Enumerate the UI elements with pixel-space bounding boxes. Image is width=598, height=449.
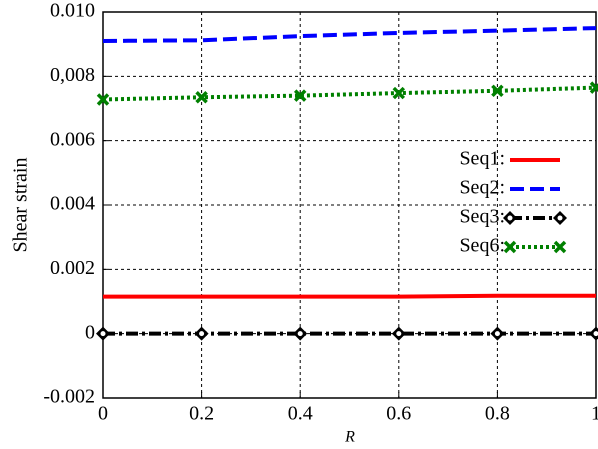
y-tick-label: 0,008	[50, 64, 95, 86]
legend-label: Seq1:	[459, 148, 505, 170]
marker-inner	[297, 331, 303, 337]
legend-marker-inner	[507, 215, 513, 221]
legend-marker	[553, 240, 567, 254]
y-tick-label: 0	[85, 321, 95, 343]
y-tick-label: 0.004	[50, 193, 95, 215]
marker	[195, 91, 208, 104]
x-tick-label: 0	[98, 403, 108, 425]
marker-inner	[100, 331, 106, 337]
legend-marker-inner	[557, 215, 563, 221]
series-line	[102, 26, 597, 43]
series-line	[103, 293, 596, 299]
plot-frame	[102, 11, 597, 399]
legend-marker	[503, 240, 517, 254]
y-tick-label: -0.002	[43, 386, 95, 408]
y-axis-label: Shear strain	[10, 158, 32, 253]
marker-inner	[494, 331, 500, 337]
marker-inner	[396, 331, 402, 337]
marker-inner	[199, 331, 205, 337]
x-tick-label: 1	[591, 403, 598, 425]
x-tick-label: 0.6	[386, 403, 411, 425]
legend-label: Seq6:	[459, 235, 505, 257]
marker	[491, 84, 504, 98]
y-tick-label: 0.006	[50, 128, 95, 150]
marker	[293, 89, 307, 102]
x-axis-label: R	[344, 429, 355, 446]
marker	[392, 86, 406, 100]
y-tick-label: 0.010	[50, 0, 95, 22]
x-tick-label: 0.4	[288, 403, 313, 425]
x-tick-label: 0.8	[485, 403, 510, 425]
marker-inner	[593, 331, 598, 337]
marker	[96, 93, 110, 106]
legend-label: Seq2:	[459, 177, 505, 199]
y-tick-label: 0.002	[50, 257, 95, 279]
x-tick-label: 0.2	[189, 403, 214, 425]
legend-label: Seq3:	[459, 206, 505, 228]
series-line	[102, 85, 597, 102]
marker	[589, 81, 598, 94]
